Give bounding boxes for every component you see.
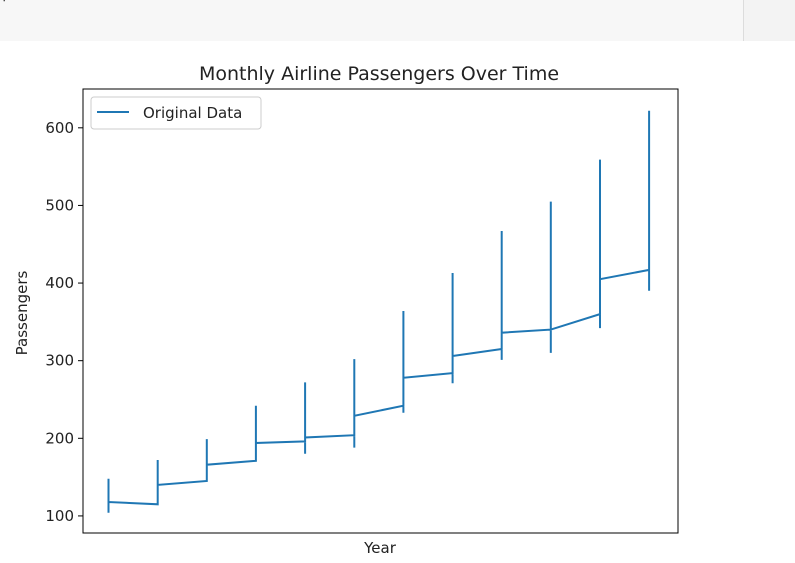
y-tick-label: 100 [45,507,74,525]
series-line-group [107,110,651,513]
code-cell-text: | () [0,0,59,2]
y-tick-label: 500 [45,196,74,214]
plot-area-frame [82,88,679,534]
legend-label-original-data: Original Data [143,104,242,122]
cell-divider [743,0,744,41]
y-axis-label: Passengers [13,270,31,355]
y-tick-label: 300 [45,352,74,370]
y-tick-label: 600 [45,119,74,137]
chart-title: Monthly Airline Passengers Over Time [199,63,559,85]
y-tick-label: 400 [45,274,74,292]
y-tick-label: 200 [45,429,74,447]
cell-gutter [744,0,795,41]
legend: Original Data [90,96,262,130]
x-axis-label: Year [363,539,397,557]
code-cell[interactable]: | () [0,0,795,41]
line-chart: Monthly Airline Passengers Over Time Pas… [13,63,679,557]
y-axis: 100 200 300 400 500 600 [45,119,83,525]
series-line-original-data [107,110,651,513]
legend-box [90,96,262,130]
